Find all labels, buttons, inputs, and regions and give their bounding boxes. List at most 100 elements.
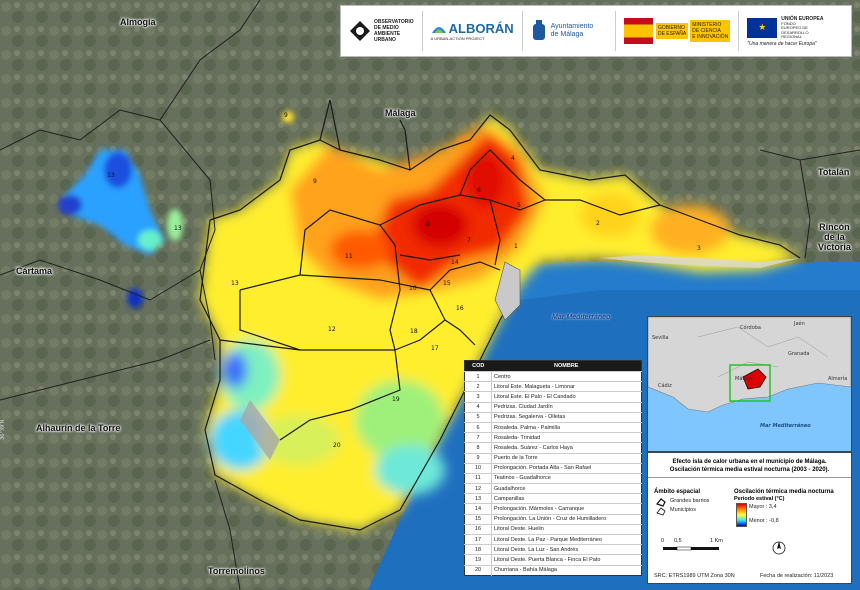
district-label-9b: 9 [284,112,288,119]
district-label-17: 17 [431,345,439,352]
district-label-4: 4 [511,155,515,162]
locator-map: Sevilla Córdoba Jaén Granada Cádiz Málag… [647,316,852,452]
cell-cod: 7 [464,432,492,443]
cell-nombre: Churriana - Bahía Málaga [491,564,642,576]
scale-bar [663,546,719,551]
district-label-3: 3 [697,245,701,252]
cell-cod: 1 [464,370,492,382]
heat-raster-west [58,111,471,308]
cell-cod: 14 [464,503,492,515]
place-almogia: Almogía [120,17,156,27]
svg-text:Córdoba: Córdoba [740,324,761,331]
port-area [494,261,521,321]
scope-item-barrios: Grandes barrios [670,498,710,504]
cell-nombre: Pedrizas. Ciudad Jardín [491,401,642,413]
district-label-13b: 13 [107,172,115,179]
cell-nombre: Pedrizas. Segalerva - Olletas [491,411,642,423]
cell-cod: 5 [464,411,492,423]
cell-nombre: Guadalhorce [491,483,642,494]
cell-cod: 6 [464,421,492,433]
cell-cod: 12 [464,483,492,494]
cell-nombre: Centro [491,370,642,382]
table-row: 4 Pedrizas. Ciudad Jardín [464,401,642,413]
alboran-logo: ALBORÁN A URBAN-ACTION PROJECT [423,11,523,51]
cell-nombre: Teatinos - Guadalhorce [491,472,642,484]
place-torremolinos: Torremolinos [208,566,265,576]
scope-swatches [656,498,666,516]
period-label: Periodo estival (°C) [734,496,785,502]
cell-nombre: Campanillas [491,493,642,504]
svg-text:Almería: Almería [828,375,847,382]
svg-text:Granada: Granada [788,351,809,357]
latitude-label: 36°39'N [0,419,6,440]
table-row: 18 Litoral Oeste. La Luz - San Andrés [464,544,642,555]
svg-text:Jaén: Jaén [793,320,805,327]
district-label-6: 6 [477,187,481,194]
table-row: 20 Churriana - Bahía Málaga [464,564,642,576]
cell-nombre: Prolongación. Mármoles - Carranque [491,503,642,515]
cell-cod: 2 [464,381,492,392]
svg-text:Mar Mediterráneo: Mar Mediterráneo [760,422,811,429]
color-ramp [736,503,747,527]
cell-nombre: Rosaleda- Trinidad [491,432,642,443]
district-label-1: 1 [514,243,518,250]
district-label-7: 7 [467,237,471,244]
table-row: 6 Rosaleda. Palma - Palmilla [464,421,642,433]
district-label-20: 20 [333,442,341,449]
sea-label: Mar Mediterráneo [552,314,611,321]
place-totalan: Totalán [818,167,850,177]
locator-svg: Sevilla Córdoba Jaén Granada Cádiz Málag… [648,317,851,451]
logo-bar: OBSERVATORIO DE MEDIO AMBIENTE URBANO AL… [340,5,852,57]
place-malaga: Málaga [385,108,416,118]
airport-area [240,400,280,460]
cell-cod: 3 [464,391,492,403]
observatorio-icon [350,21,370,41]
place-rincon-de-la-victoria: Rincón de la Victoria [818,222,851,252]
table-row: 11 Teatinos - Guadalhorce [464,472,642,484]
legend-panel: Efecto isla de calor urbana en el munici… [647,452,852,584]
cell-nombre: Prolongación. Portada Alta - San Rafael [491,462,642,474]
cell-cod: 16 [464,523,492,535]
spain-flag-icon [624,18,653,44]
table-row: 19 Litoral Oeste. Puerta Blanca - Finca E… [464,554,642,566]
place-cartama: Cártama [16,266,53,276]
district-label-10: 10 [409,285,417,292]
osc-title: Oscilación térmica media nocturna [734,489,834,495]
table-row: 1 Centro [464,370,642,382]
cell-cod: 9 [464,452,492,464]
observatorio-logo: OBSERVATORIO DE MEDIO AMBIENTE URBANO [341,11,423,51]
cell-cod: 11 [464,472,492,484]
scope-title: Ámbito espacial [654,489,701,495]
district-label-11: 11 [345,253,353,260]
district-label-18: 18 [410,328,418,335]
north-arrow-icon [772,541,786,555]
cell-nombre: Prolongación. La Unión - Cruz de Humilla… [491,513,642,525]
cell-cod: 10 [464,462,492,474]
district-boundaries [199,99,801,531]
district-labels: 1 2 3 4 5 6 7 8 9 10 11 12 13 14 15 16 1… [107,112,701,449]
src-label: SRC: ETRS1989 UTM Zona 30N [654,573,735,579]
table-row: 15 Prolongación. La Unión - Cruz de Humil… [464,513,642,525]
cell-cod: 15 [464,513,492,525]
col-nombre: NOMBRE [491,360,642,372]
cell-nombre: Litoral Oeste. La Paz - Parque Mediterrá… [491,533,642,545]
district-label-16: 16 [456,305,464,312]
table-row: 9 Puerto de la Torre [464,452,642,464]
date-label: Fecha de realización: 11/2023 [760,573,834,579]
table-row: 17 Litoral Oeste. La Paz - Parque Mediter… [464,533,642,545]
cell-cod: 13 [464,493,492,504]
coat-of-arms-icon [532,20,545,40]
cell-nombre: Rosaleda. Palma - Palmilla [491,421,642,433]
sea-shallow [505,262,860,300]
cell-cod: 18 [464,544,492,555]
table-row: 12 Guadalhorce [464,483,642,494]
svg-text:Sevilla: Sevilla [652,335,668,341]
district-table: COD NOMBRE 1 Centro 2 Litoral Este. Malague… [464,360,642,576]
table-row: 13 Campanillas [464,493,642,504]
table-row: 2 Litoral Este. Malagueta - Limonar [464,381,642,392]
cell-cod: 17 [464,533,492,545]
cell-cod: 19 [464,554,492,566]
cell-cod: 8 [464,442,492,453]
table-row: 10 Prolongación. Portada Alta - San Rafae… [464,462,642,474]
table-row: 3 Litoral Este. El Palo - El Candado [464,391,642,403]
